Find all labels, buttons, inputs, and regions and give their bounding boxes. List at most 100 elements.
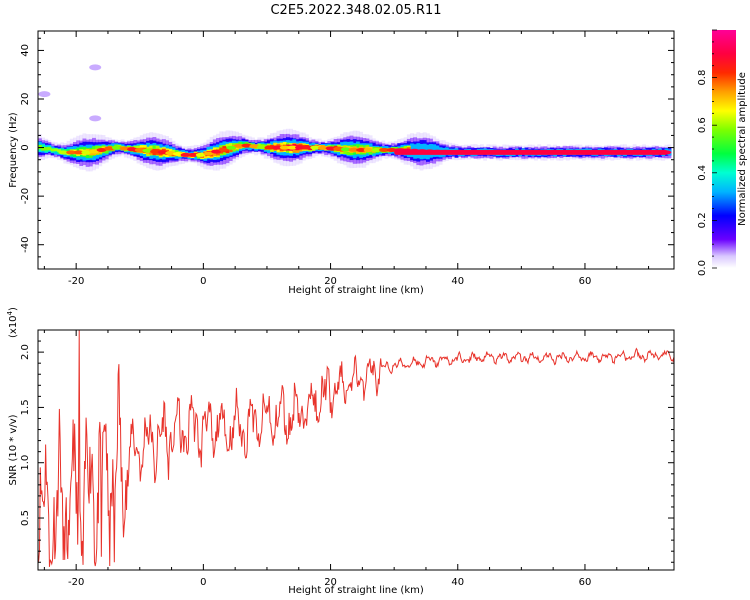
spectrogram-peak: [188, 152, 199, 157]
snr-y-ticks: 2.0 1.5 1.0 0.5: [20, 329, 674, 563]
spectrogram-peak: [302, 145, 313, 150]
spectrogram-peak: [180, 152, 191, 157]
colorbar-tick-label: 0.6: [697, 117, 708, 133]
spectrogram-peak: [363, 148, 374, 152]
spectrogram-blob: [89, 115, 102, 122]
y-tick-label: 40: [20, 44, 31, 57]
spectrogram-peak: [203, 151, 214, 156]
spectrogram-xlabel: Height of straight line (km): [288, 285, 424, 296]
spectrogram-peak: [111, 145, 122, 150]
spectrogram-x-ticks: -20 0 20 40 60: [43, 31, 650, 287]
spectrogram-peak: [157, 150, 168, 155]
spectrogram-cell: [50, 148, 55, 152]
spectrogram-peak: [279, 145, 290, 150]
spectrogram-peak: [379, 148, 389, 152]
multiplier-exponent: 4: [6, 310, 14, 315]
spectrogram-peak: [256, 145, 267, 150]
colorbar-tick-label: 0.0: [697, 260, 708, 276]
spectrogram-peak: [89, 149, 99, 154]
spectrogram-peak: [58, 150, 69, 155]
spectrogram-peak: [150, 149, 160, 154]
spectrogram-peak: [127, 147, 138, 152]
colorbar-label: Normalized spectral amplitude: [737, 72, 748, 226]
colorbar-ticks: 0.0 0.2 0.4 0.6 0.8: [697, 29, 717, 276]
colorbar-tick-label: 0.4: [697, 165, 708, 181]
spectrogram-blob: [38, 91, 51, 98]
spectrogram-peak: [96, 148, 107, 152]
spectrogram-peak: [81, 150, 92, 155]
x-tick-label: -20: [68, 577, 84, 588]
colorbar: 0.0 0.2 0.4 0.6 0.8 Normalized spectral ampl…: [697, 29, 748, 276]
chart-title: C2E5.2022.348.02.05.R11: [270, 3, 441, 18]
spectrogram-peak: [249, 144, 260, 149]
spectrogram-cell: [41, 147, 45, 151]
spectrogram-peak: [134, 148, 145, 152]
snr-series-line: [38, 330, 674, 567]
spectrogram-ylabel: Frequency (Hz): [8, 112, 19, 188]
spectrogram-peak: [104, 146, 115, 151]
snr-axes-frame: [37, 329, 675, 571]
spectrogram-cell: [53, 148, 58, 152]
x-tick-label: 20: [324, 577, 337, 588]
spectrogram-image: [38, 64, 672, 172]
multiplier-base: (x10: [8, 315, 19, 338]
y-tick-label: 20: [20, 93, 31, 106]
spectrogram-peak: [295, 145, 305, 150]
spectrogram-peak: [241, 143, 252, 148]
x-tick-label: 20: [324, 276, 337, 287]
spectrogram-cell: [47, 147, 52, 151]
y-tick-label: 0: [20, 144, 31, 150]
x-tick-label: 60: [579, 577, 592, 588]
spectrogram-peak: [333, 146, 344, 151]
y-tick-label: 0.5: [20, 510, 31, 526]
spectrogram-peak: [73, 150, 84, 155]
spectrogram-peak: [371, 148, 382, 152]
y-tick-label: 1.0: [20, 455, 31, 471]
spectrogram-peak: [119, 146, 130, 151]
spectrogram-axes-frame: [37, 30, 675, 270]
snr-ylabel: SNR (10 * v/v): [8, 414, 19, 485]
snr-panel: -20 0 20 40 60 2.0 1.5 1.0 0.5 Height of straig…: [6, 307, 675, 596]
y-tick-label: 1.5: [20, 399, 31, 415]
spectrogram-peak: [211, 149, 222, 154]
x-tick-label: 0: [200, 577, 206, 588]
x-tick-label: 40: [451, 577, 464, 588]
y-tick-label: -40: [20, 237, 31, 253]
spectrogram-peak: [66, 150, 77, 155]
colorbar-tick-label: 0.2: [697, 212, 708, 228]
spectrogram-peak: [325, 146, 336, 151]
spectrogram-peak: [310, 145, 321, 150]
spectrogram-peak: [165, 151, 176, 156]
spectrogram-peak: [272, 145, 283, 150]
multiplier-close: ): [8, 307, 19, 311]
spectrogram-peak: [195, 152, 206, 157]
x-tick-label: 40: [451, 276, 464, 287]
spectrogram-panel: -20 0 20 40 60 40 20 0 -20 -40 Height of straigh…: [8, 30, 675, 296]
spectrogram-peak: [218, 147, 229, 152]
snr-multiplier-label: (x104): [6, 307, 19, 338]
spectrogram-peak: [317, 145, 328, 150]
spectrogram-peak: [348, 147, 359, 152]
y-tick-label: 2.0: [20, 344, 31, 360]
spectrogram-blob: [89, 64, 102, 71]
spectrogram-peak: [356, 148, 367, 152]
snr-xlabel: Height of straight line (km): [288, 585, 424, 596]
spectrogram-cell: [44, 147, 49, 151]
spectrogram-peak: [172, 152, 183, 156]
spectrogram-peak: [340, 147, 351, 152]
spectrogram-peak: [287, 145, 298, 150]
colorbar-tick-label: 0.8: [697, 70, 708, 86]
spectrogram-y-ticks: 40 20 0 -20 -40: [20, 37, 674, 270]
spectrogram-ridge-core: [394, 149, 668, 155]
spectrogram-peak: [264, 145, 275, 150]
x-tick-label: 60: [579, 276, 592, 287]
spectrogram-peak: [142, 148, 153, 153]
spectrogram-peak: [234, 143, 244, 148]
snr-x-ticks: -20 0 20 40 60: [43, 330, 650, 588]
spectrogram-cell: [57, 149, 61, 152]
spectrogram-peak: [226, 145, 237, 150]
svg-text:(x104): (x104): [6, 307, 19, 338]
spectrogram-peak: [386, 148, 397, 152]
x-tick-label: 0: [200, 276, 206, 287]
